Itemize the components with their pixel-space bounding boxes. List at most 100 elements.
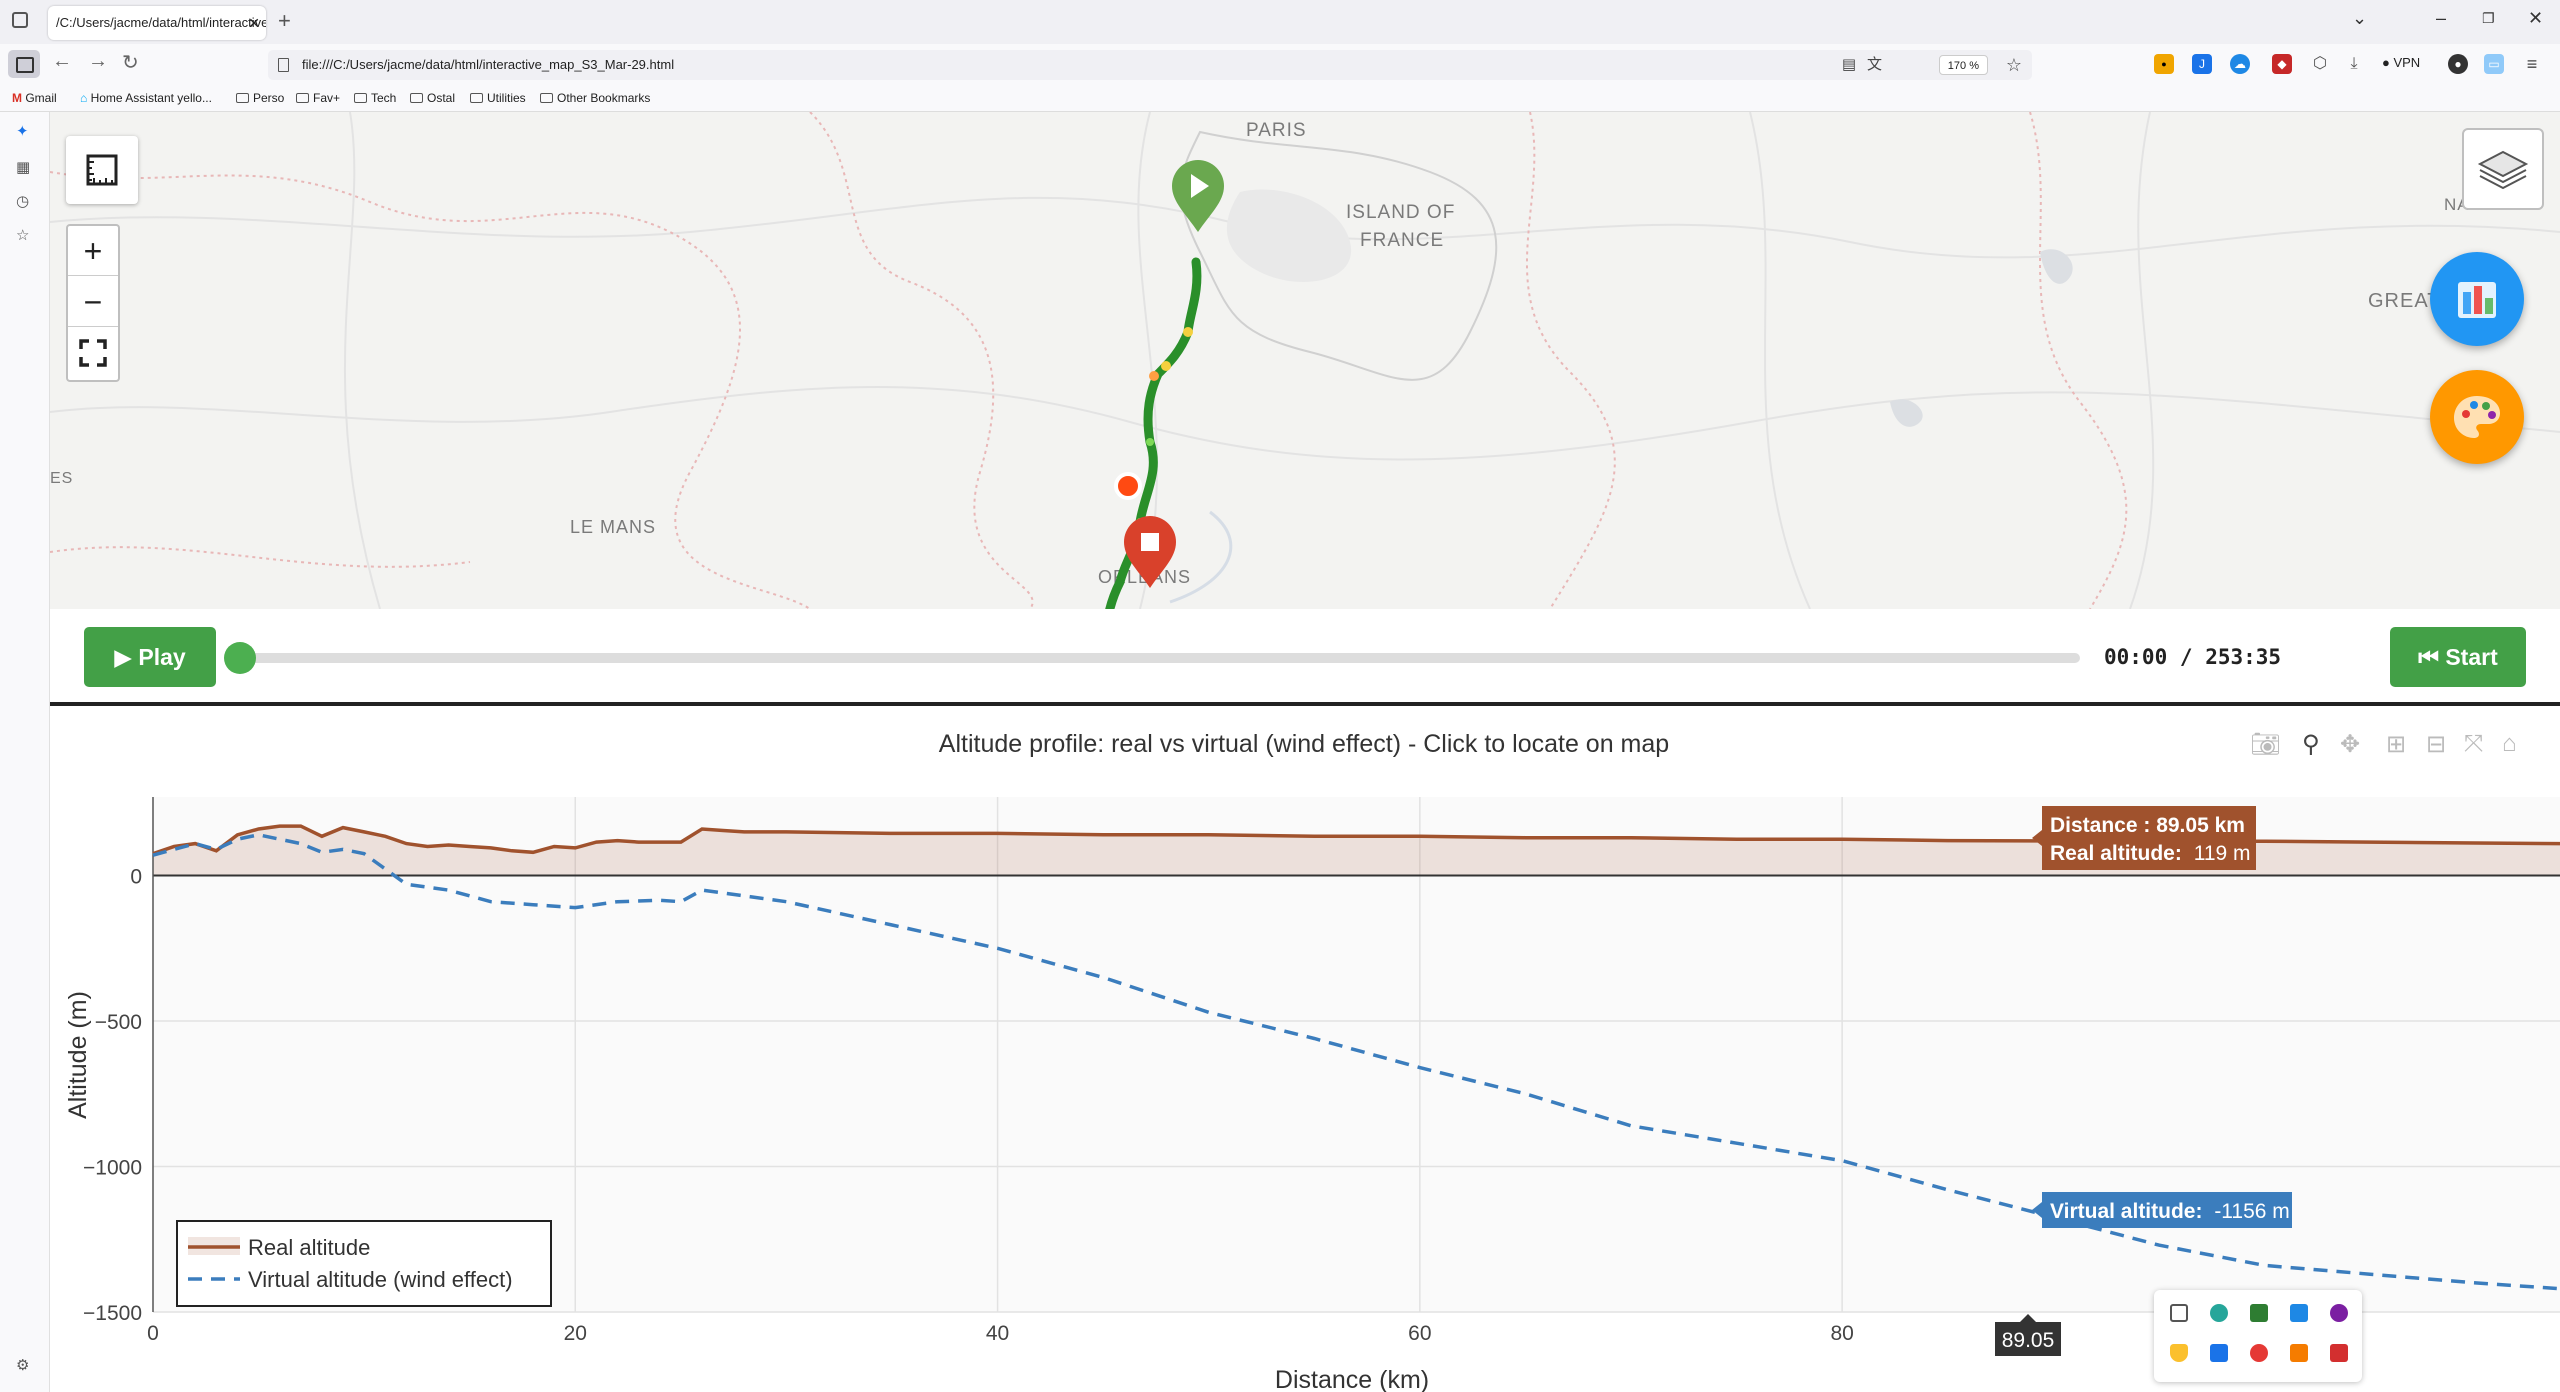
- vpn-button[interactable]: ● VPN: [2382, 55, 2421, 70]
- extension-cloud-icon[interactable]: ☁: [2230, 54, 2250, 74]
- reset-axes-home-icon[interactable]: ⌂: [2502, 730, 2517, 757]
- usb-icon[interactable]: [2170, 1304, 2188, 1322]
- svg-text:Virtual altitude: -115: Virtual altitude: -1156 m: [2050, 1200, 2290, 1223]
- y-axis-label: Altitude (m): [64, 991, 92, 1119]
- browser-tab[interactable]: /C:/Users/jacme/data/html/interactive_ma…: [48, 6, 266, 40]
- close-tab-icon[interactable]: ✕: [248, 15, 260, 31]
- altitude-plot[interactable]: 0 20 40 60 80 0 −500 −1000 −1500 Altitude profil…: [50, 710, 2560, 1392]
- x-tick-label: 40: [986, 1322, 1009, 1345]
- menu-icon[interactable]: ≡: [2526, 54, 2538, 74]
- office-icon[interactable]: [2290, 1344, 2308, 1362]
- extension-off-icon[interactable]: ●: [2154, 54, 2174, 74]
- chart-modebar: 📷︎ ⚲ ✥ ⊞ ⊟ ⤧ ⌂: [2250, 730, 2550, 760]
- y-tick-label: −500: [95, 1011, 142, 1034]
- start-button[interactable]: ⏮ Start: [2390, 627, 2526, 687]
- window-close-icon[interactable]: ✕: [2528, 8, 2544, 28]
- real-altitude-fill: [153, 826, 2560, 876]
- back-icon[interactable]: ←: [52, 50, 72, 72]
- x-tick-label: 20: [564, 1322, 587, 1345]
- page-icon: [278, 58, 289, 72]
- tab-list-icon[interactable]: ⌄: [2352, 8, 2368, 28]
- bookmark-folder-perso[interactable]: Perso: [236, 91, 284, 105]
- monitor-icon[interactable]: [2290, 1304, 2308, 1322]
- hover-real-name: Real altitude:: [2050, 842, 2182, 865]
- bookmark-folder-ostal[interactable]: Ostal: [410, 91, 455, 105]
- zoom-out-plot-icon[interactable]: ⊟: [2426, 731, 2447, 758]
- j-app-icon[interactable]: [2210, 1344, 2228, 1362]
- fullscreen-button[interactable]: [68, 328, 118, 378]
- folder-icon: [354, 93, 367, 103]
- chart-title: Altitude profile: real vs virtual (wind …: [939, 730, 1669, 758]
- account-icon[interactable]: ●: [2448, 54, 2468, 74]
- translate-icon[interactable]: 文: [1866, 56, 1882, 73]
- time-current: 00:00: [2104, 645, 2168, 669]
- settings-gear-icon[interactable]: ⚙: [16, 1357, 30, 1374]
- altitude-chart[interactable]: 0 20 40 60 80 0 −500 −1000 −1500 Altitude profil…: [50, 710, 2560, 1392]
- extension-card-icon[interactable]: ▭: [2484, 54, 2504, 74]
- bookmarks-icon[interactable]: ☆: [16, 227, 30, 244]
- zoom-control: + −: [66, 224, 120, 382]
- chart-legend[interactable]: Real altitude Virtual altitude (wind eff…: [176, 1220, 552, 1307]
- fullscreen-icon: [79, 339, 107, 367]
- bookmark-gmail[interactable]: M Gmail: [12, 91, 57, 105]
- pdf-icon[interactable]: [2330, 1344, 2348, 1362]
- navigation-bar: ← → ↻ file:///C:/Users/jacme/data/html/i…: [0, 44, 2560, 84]
- zoom-in-plot-icon[interactable]: ⊞: [2386, 731, 2407, 758]
- bookmark-folder-other[interactable]: Other Bookmarks: [540, 91, 650, 105]
- timeline-slider[interactable]: [224, 642, 2080, 674]
- zoom-out-button[interactable]: −: [68, 277, 118, 327]
- extension-shield-icon[interactable]: ◆: [2272, 54, 2292, 74]
- sidebar-toggle-button[interactable]: [8, 50, 40, 78]
- play-button[interactable]: ▶ Play: [84, 627, 216, 687]
- hover-tooltip-virtual: Virtual altitude: -1156 m: [2032, 1192, 2292, 1228]
- download-icon[interactable]: ⤓: [2350, 55, 2358, 72]
- pan-icon[interactable]: ✥: [2340, 731, 2361, 758]
- system-tray-popup: [2154, 1290, 2362, 1382]
- time-readout: 00:00 / 253:35: [2104, 645, 2281, 669]
- new-tab-button[interactable]: +: [278, 8, 291, 33]
- nvidia-icon[interactable]: [2250, 1304, 2268, 1322]
- bookmark-home-assistant[interactable]: ⌂ Home Assistant yello...: [80, 91, 212, 105]
- autoscale-icon[interactable]: ⤧: [2464, 730, 2484, 757]
- measure-button[interactable]: [66, 136, 138, 204]
- zoom-in-button[interactable]: +: [68, 226, 118, 276]
- folder-icon: [296, 93, 309, 103]
- extension-j-icon[interactable]: J: [2192, 54, 2212, 74]
- sync-tabs-icon[interactable]: ▦: [16, 159, 31, 176]
- bookmark-folder-tech[interactable]: Tech: [354, 91, 396, 105]
- layers-button[interactable]: [2462, 128, 2544, 210]
- history-icon[interactable]: ◷: [16, 193, 30, 210]
- app-icon[interactable]: [2330, 1304, 2348, 1322]
- time-separator: /: [2179, 645, 2193, 669]
- map-label-island-of: ISLAND OF: [1346, 202, 1456, 223]
- tab-overview-icon[interactable]: [12, 12, 28, 28]
- bookmark-star-icon[interactable]: ☆: [2005, 55, 2022, 75]
- restore-icon[interactable]: ❐: [2482, 10, 2495, 26]
- map-label-france: FRANCE: [1360, 230, 1445, 251]
- y-tick-label: −1500: [83, 1302, 142, 1325]
- reader-view-icon[interactable]: ▤: [1841, 56, 1856, 73]
- zoom-magnifier-icon[interactable]: ⚲: [2302, 731, 2320, 758]
- forward-icon[interactable]: →: [88, 50, 108, 72]
- y-tick-label: 0: [130, 866, 142, 889]
- address-bar[interactable]: file:///C:/Users/jacme/data/html/interac…: [268, 50, 2032, 80]
- edge-icon[interactable]: [2210, 1304, 2228, 1322]
- extension-puzzle-icon[interactable]: ⬡: [2313, 55, 2327, 72]
- bookmark-folder-utilities[interactable]: Utilities: [470, 91, 526, 105]
- timeline-thumb[interactable]: [224, 642, 256, 674]
- minimize-icon[interactable]: –: [2436, 8, 2447, 28]
- shield-icon[interactable]: [2170, 1344, 2188, 1362]
- map-view[interactable]: PARIS ISLAND OF FRANCE LE MANS ORLEANS E…: [50, 112, 2560, 609]
- zoom-level-badge[interactable]: 170 %: [1938, 55, 1988, 75]
- bookmark-folder-fav[interactable]: Fav+: [296, 91, 340, 105]
- route-overlay: [1105, 160, 1224, 609]
- chart-toggle-button[interactable]: [2430, 252, 2524, 346]
- axis-ticks: 0 20 40 60 80 0 −500 −1000 −1500: [83, 866, 1854, 1345]
- start-pin-icon[interactable]: [1172, 160, 1224, 232]
- palette-button[interactable]: [2430, 370, 2524, 464]
- reload-icon[interactable]: ↻: [122, 52, 139, 74]
- end-pin-icon[interactable]: [1124, 516, 1176, 588]
- browser-icon[interactable]: [2250, 1344, 2268, 1362]
- ai-sparkle-icon[interactable]: ✦: [16, 123, 29, 140]
- camera-icon[interactable]: 📷︎: [2250, 731, 2281, 758]
